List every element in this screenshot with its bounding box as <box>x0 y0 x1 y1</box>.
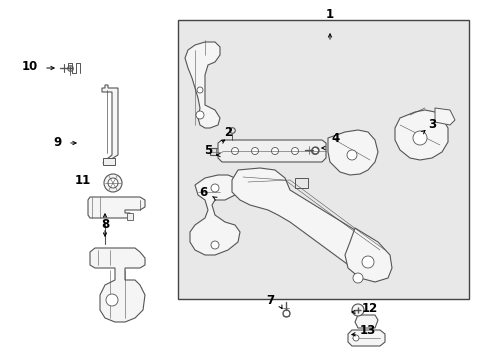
Text: 5: 5 <box>203 144 212 157</box>
Text: 8: 8 <box>101 217 109 230</box>
Circle shape <box>346 150 356 160</box>
Polygon shape <box>102 85 118 165</box>
Circle shape <box>311 148 318 154</box>
Polygon shape <box>127 213 133 220</box>
Text: 10: 10 <box>22 59 38 72</box>
Bar <box>178 20 468 299</box>
Circle shape <box>210 241 219 249</box>
Circle shape <box>108 178 118 188</box>
Text: 4: 4 <box>331 131 340 144</box>
Circle shape <box>352 335 358 341</box>
Text: 2: 2 <box>224 126 232 139</box>
Circle shape <box>197 87 203 93</box>
Text: 1: 1 <box>325 8 333 21</box>
Circle shape <box>251 148 258 154</box>
Polygon shape <box>184 42 220 128</box>
Circle shape <box>196 111 203 119</box>
Polygon shape <box>209 148 222 155</box>
Circle shape <box>352 273 362 283</box>
Circle shape <box>231 148 238 154</box>
Circle shape <box>106 294 118 306</box>
Text: 9: 9 <box>54 136 62 149</box>
Circle shape <box>291 148 298 154</box>
Circle shape <box>271 148 278 154</box>
Polygon shape <box>347 330 384 346</box>
Polygon shape <box>294 178 307 188</box>
Polygon shape <box>103 158 115 165</box>
Text: 6: 6 <box>199 186 207 199</box>
Circle shape <box>210 184 219 192</box>
Text: 12: 12 <box>361 302 377 315</box>
Polygon shape <box>354 315 377 328</box>
Polygon shape <box>394 110 447 160</box>
Circle shape <box>412 131 426 145</box>
Polygon shape <box>345 228 391 282</box>
Text: 13: 13 <box>359 324 375 337</box>
Polygon shape <box>190 175 240 255</box>
Polygon shape <box>88 197 145 218</box>
Text: 11: 11 <box>75 175 91 188</box>
Polygon shape <box>327 130 377 175</box>
Polygon shape <box>90 248 145 322</box>
Circle shape <box>104 174 122 192</box>
Polygon shape <box>434 108 454 125</box>
Polygon shape <box>231 168 389 278</box>
Text: 7: 7 <box>265 293 273 306</box>
Circle shape <box>351 304 363 316</box>
Polygon shape <box>218 140 325 162</box>
Circle shape <box>361 256 373 268</box>
Text: 3: 3 <box>427 118 435 131</box>
